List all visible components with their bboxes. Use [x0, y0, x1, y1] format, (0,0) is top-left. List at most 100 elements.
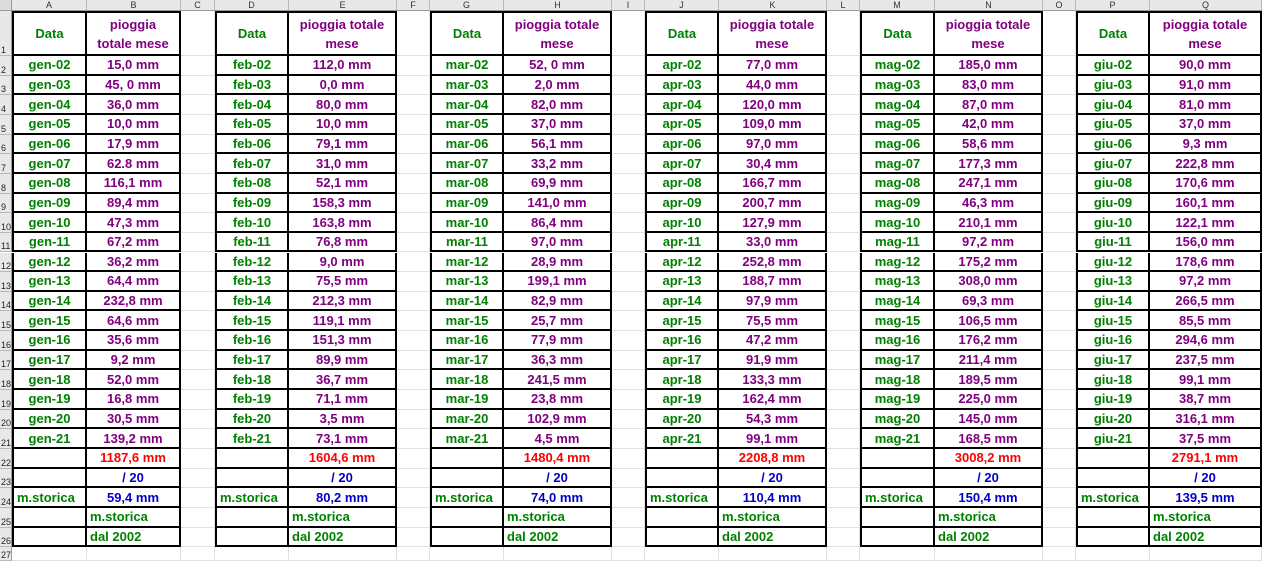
rainfall-value-cell[interactable]: 77,0 mm — [719, 56, 827, 76]
date-cell[interactable]: apr-16 — [645, 331, 719, 351]
rainfall-value-cell[interactable]: 199,1 mm — [504, 272, 612, 292]
grid-cell[interactable] — [827, 11, 860, 56]
column-header-n[interactable]: N — [935, 0, 1043, 11]
rainfall-value-cell[interactable]: 36,7 mm — [289, 370, 397, 391]
date-cell[interactable]: feb-18 — [215, 370, 289, 391]
empty-cell[interactable] — [215, 527, 289, 548]
grid-cell[interactable] — [1043, 449, 1076, 469]
date-cell[interactable]: giu-16 — [1076, 331, 1150, 351]
historical-average-value[interactable]: 74,0 mm — [504, 488, 612, 508]
divisor-cell[interactable]: / 20 — [1150, 468, 1262, 489]
rainfall-value-cell[interactable]: 212,3 mm — [289, 291, 397, 312]
date-cell[interactable]: mag-06 — [860, 134, 935, 155]
grid-cell[interactable] — [397, 527, 430, 548]
row-header-14[interactable]: 14 — [0, 291, 12, 312]
grid-cell[interactable] — [827, 232, 860, 253]
grid-cell[interactable] — [504, 547, 612, 561]
row-header-20[interactable]: 20 — [0, 409, 12, 430]
grid-cell[interactable] — [827, 350, 860, 371]
rainfall-value-cell[interactable]: 225,0 mm — [935, 390, 1043, 410]
rainfall-value-cell[interactable]: 241,5 mm — [504, 370, 612, 391]
grid-cell[interactable] — [1043, 95, 1076, 115]
date-cell[interactable]: gen-18 — [12, 370, 87, 391]
rainfall-value-cell[interactable]: 87,0 mm — [935, 95, 1043, 115]
rainfall-value-cell[interactable]: 89,9 mm — [289, 350, 397, 371]
date-column-header[interactable]: Data — [860, 11, 935, 56]
grid-cell[interactable] — [827, 390, 860, 410]
column-header-i[interactable]: I — [612, 0, 645, 11]
grid-cell[interactable] — [181, 488, 215, 508]
grid-cell[interactable] — [827, 134, 860, 155]
grid-cell[interactable] — [1043, 527, 1076, 548]
grid-cell[interactable] — [1043, 311, 1076, 332]
date-cell[interactable]: mar-16 — [430, 331, 504, 351]
empty-cell[interactable] — [430, 468, 504, 489]
grid-cell[interactable] — [397, 507, 430, 528]
rainfall-value-cell[interactable]: 17,9 mm — [87, 134, 181, 155]
column-header-d[interactable]: D — [215, 0, 289, 11]
note-label[interactable]: m.storica — [935, 507, 1043, 528]
grid-cell[interactable] — [827, 56, 860, 76]
grid-cell[interactable] — [827, 488, 860, 508]
grid-cell[interactable] — [181, 350, 215, 371]
rainfall-value-cell[interactable]: 127,9 mm — [719, 213, 827, 233]
date-cell[interactable]: apr-11 — [645, 232, 719, 253]
rainfall-value-cell[interactable]: 36,3 mm — [504, 350, 612, 371]
row-header-5[interactable]: 5 — [0, 114, 12, 135]
grid-cell[interactable] — [1043, 134, 1076, 155]
grid-cell[interactable] — [827, 193, 860, 214]
date-cell[interactable]: feb-05 — [215, 114, 289, 135]
date-cell[interactable]: apr-09 — [645, 193, 719, 214]
grid-cell[interactable] — [1043, 409, 1076, 430]
rainfall-value-cell[interactable]: 31,0 mm — [289, 154, 397, 174]
note-since[interactable]: dal 2002 — [87, 527, 181, 548]
rainfall-value-cell[interactable]: 178,6 mm — [1150, 252, 1262, 273]
row-header-21[interactable]: 21 — [0, 429, 12, 449]
grid-cell[interactable] — [181, 409, 215, 430]
grid-cell[interactable] — [1043, 114, 1076, 135]
date-cell[interactable]: mag-19 — [860, 390, 935, 410]
grid-cell[interactable] — [827, 154, 860, 174]
date-cell[interactable]: apr-07 — [645, 154, 719, 174]
column-header-k[interactable]: K — [719, 0, 827, 11]
empty-cell[interactable] — [430, 449, 504, 469]
grid-cell[interactable] — [935, 547, 1043, 561]
grid-cell[interactable] — [181, 114, 215, 135]
date-cell[interactable]: apr-17 — [645, 350, 719, 371]
rainfall-value-cell[interactable]: 81,0 mm — [1150, 95, 1262, 115]
grid-cell[interactable] — [1043, 75, 1076, 96]
rainfall-value-cell[interactable]: 10,0 mm — [87, 114, 181, 135]
date-cell[interactable]: mag-10 — [860, 213, 935, 233]
rainfall-value-cell[interactable]: 168,5 mm — [935, 429, 1043, 449]
column-header-a[interactable]: A — [12, 0, 87, 11]
row-header-22[interactable]: 22 — [0, 449, 12, 469]
date-cell[interactable]: apr-19 — [645, 390, 719, 410]
date-cell[interactable]: mag-17 — [860, 350, 935, 371]
row-header-26[interactable]: 26 — [0, 527, 12, 548]
rainfall-value-cell[interactable]: 73,1 mm — [289, 429, 397, 449]
grid-cell[interactable] — [181, 311, 215, 332]
date-cell[interactable]: apr-10 — [645, 213, 719, 233]
grid-cell[interactable] — [397, 173, 430, 194]
rainfall-value-cell[interactable]: 37,0 mm — [1150, 114, 1262, 135]
date-cell[interactable]: giu-10 — [1076, 213, 1150, 233]
date-cell[interactable]: gen-02 — [12, 56, 87, 76]
rainfall-value-cell[interactable]: 67,2 mm — [87, 232, 181, 253]
grid-cell[interactable] — [612, 154, 645, 174]
rainfall-value-cell[interactable]: 97,2 mm — [1150, 272, 1262, 292]
rainfall-value-cell[interactable]: 2,0 mm — [504, 75, 612, 96]
grid-cell[interactable] — [181, 370, 215, 391]
date-cell[interactable]: feb-15 — [215, 311, 289, 332]
rainfall-value-cell[interactable]: 9,2 mm — [87, 350, 181, 371]
rainfall-value-cell[interactable]: 9,0 mm — [289, 252, 397, 273]
date-cell[interactable]: gen-20 — [12, 409, 87, 430]
rainfall-value-cell[interactable]: 91,9 mm — [719, 350, 827, 371]
rainfall-value-cell[interactable]: 119,1 mm — [289, 311, 397, 332]
rainfall-value-cell[interactable]: 9,3 mm — [1150, 134, 1262, 155]
divisor-cell[interactable]: / 20 — [504, 468, 612, 489]
date-cell[interactable]: gen-19 — [12, 390, 87, 410]
rainfall-value-cell[interactable]: 163,8 mm — [289, 213, 397, 233]
rainfall-column-header[interactable]: pioggia totale mese — [87, 11, 181, 56]
row-header-17[interactable]: 17 — [0, 350, 12, 371]
